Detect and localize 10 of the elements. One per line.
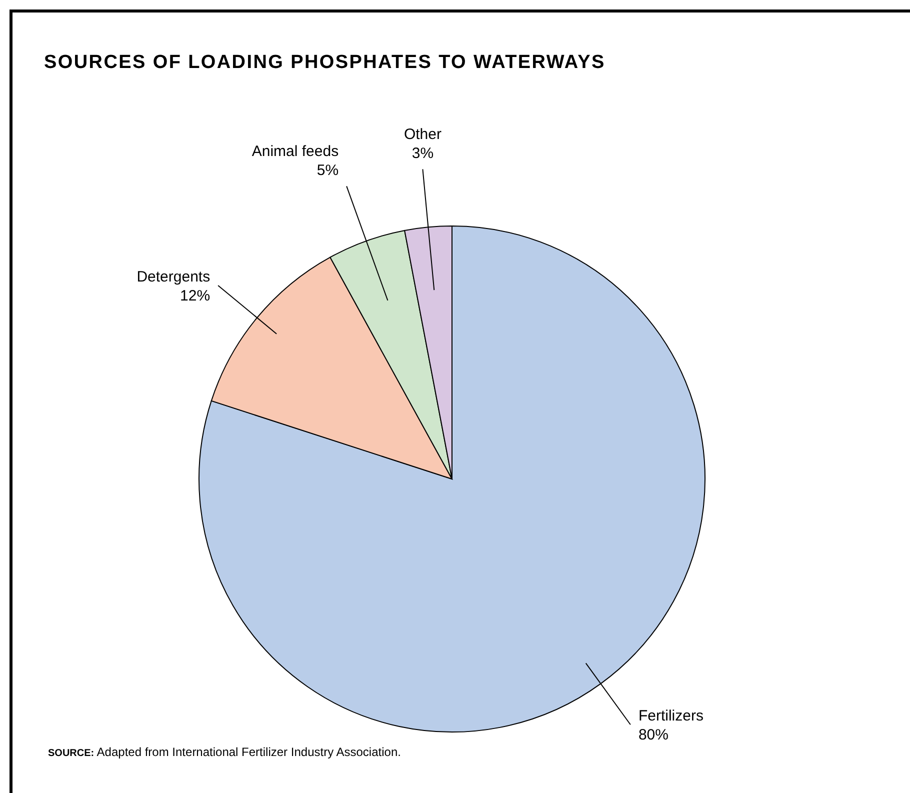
data-label: 5%	[316, 162, 339, 180]
slice-label: Detergents	[136, 268, 210, 286]
slice-label: Animal feeds	[252, 143, 339, 160]
chart-title: SOURCES OF LOADING PHOSPHATES TO WATERWAYS	[44, 52, 606, 73]
data-label: 3%	[412, 145, 434, 162]
slice-label: Other	[404, 126, 442, 144]
source-note: SOURCE: Adapted from International Fertilizer Industry Association.	[48, 745, 401, 759]
data-label: 80%	[638, 726, 668, 744]
slice-label: Fertilizers	[638, 708, 704, 725]
data-label: 12%	[180, 287, 210, 304]
